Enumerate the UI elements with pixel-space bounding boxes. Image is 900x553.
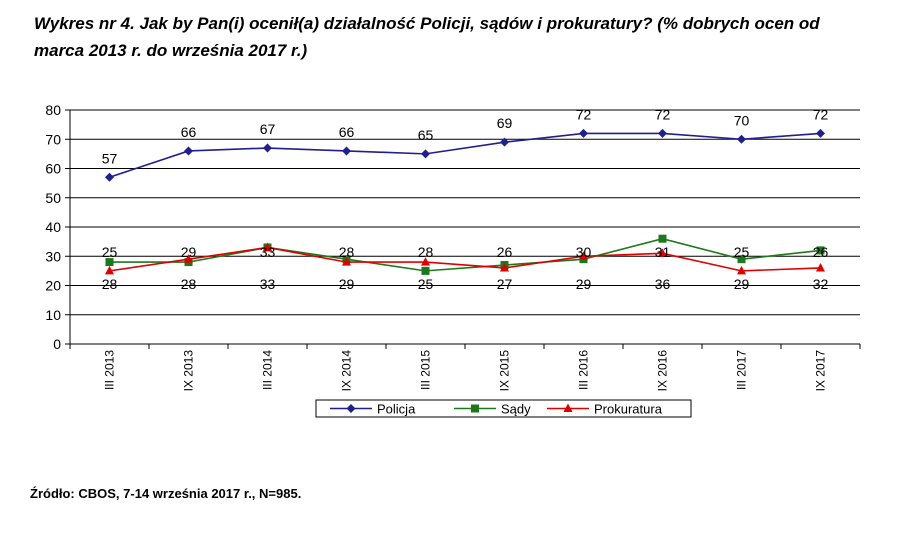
- data-label-upper: 25: [734, 244, 750, 260]
- x-tick-label: IX 2017: [814, 350, 828, 392]
- marker-policja: [421, 149, 430, 159]
- x-tick-label: III 2013: [103, 350, 117, 390]
- legend-label: Sądy: [501, 402, 531, 417]
- x-tick-label: III 2017: [735, 350, 749, 390]
- data-label-policja: 66: [181, 124, 197, 140]
- data-label-upper: 26: [813, 244, 829, 260]
- x-tick-label: III 2016: [577, 350, 591, 390]
- data-label-lower: 29: [734, 276, 750, 292]
- data-label-upper: 31: [655, 244, 671, 260]
- x-tick-label: III 2015: [419, 350, 433, 390]
- data-label-policja: 57: [102, 150, 118, 166]
- marker-policja: [184, 146, 193, 156]
- marker-policja: [263, 143, 272, 153]
- marker-policja: [658, 128, 667, 138]
- data-label-lower: 29: [576, 276, 592, 292]
- marker-policja: [342, 146, 351, 156]
- marker-policja: [737, 134, 746, 144]
- marker-prokuratura: [816, 262, 825, 272]
- data-label-policja: 72: [655, 106, 671, 122]
- marker-policja: [105, 172, 114, 182]
- y-tick-label: 10: [45, 307, 61, 323]
- marker-sądy: [737, 255, 746, 264]
- marker-prokuratura: [421, 257, 430, 266]
- marker-prokuratura: [342, 257, 351, 266]
- data-label-lower: 29: [339, 276, 355, 292]
- y-tick-label: 70: [45, 131, 61, 147]
- data-label-lower: 32: [813, 276, 829, 292]
- data-label-lower: 28: [102, 276, 118, 292]
- data-label-lower: 28: [181, 276, 197, 292]
- marker-prokuratura: [263, 242, 272, 251]
- data-label-lower: 27: [497, 276, 513, 292]
- marker-policja: [816, 128, 825, 138]
- legend-label: Prokuratura: [594, 402, 663, 417]
- data-label-upper: 29: [181, 244, 197, 260]
- marker-prokuratura: [579, 251, 588, 260]
- marker-policja: [579, 128, 588, 138]
- source-note: Źródło: CBOS, 7-14 września 2017 r., N=9…: [30, 486, 302, 501]
- marker-policja: [500, 137, 509, 147]
- data-label-upper: 25: [102, 244, 118, 260]
- y-tick-label: 80: [45, 102, 61, 118]
- data-label-policja: 69: [497, 115, 513, 131]
- data-label-upper: 30: [576, 244, 592, 260]
- marker-prokuratura: [184, 254, 193, 263]
- series-line-policja: [109, 132, 821, 179]
- x-tick-label: IX 2015: [498, 350, 512, 392]
- series-line-prokuratura: [109, 246, 821, 272]
- y-tick-label: 60: [45, 161, 61, 177]
- y-tick-label: 0: [53, 336, 61, 352]
- data-label-policja: 70: [734, 112, 750, 128]
- data-label-upper: 26: [497, 244, 513, 260]
- legend-marker: [471, 404, 479, 413]
- marker-sądy: [816, 246, 825, 255]
- marker-prokuratura: [737, 265, 746, 275]
- marker-sądy: [105, 258, 114, 267]
- marker-prokuratura: [500, 262, 509, 272]
- legend: [315, 399, 692, 418]
- data-label-policja: 66: [339, 124, 355, 140]
- x-tick-label: IX 2016: [656, 350, 670, 392]
- y-tick-label: 40: [45, 219, 61, 235]
- data-label-policja: 67: [260, 121, 276, 137]
- legend-marker: [346, 404, 356, 413]
- data-label-lower: 33: [260, 276, 276, 292]
- y-tick-label: 50: [45, 190, 61, 206]
- chart-title: Wykres nr 4. Jak by Pan(i) ocenił(a) dzi…: [34, 14, 820, 60]
- data-label-policja: 72: [813, 106, 829, 122]
- x-tick-label: III 2014: [261, 350, 275, 390]
- legend-marker: [563, 403, 573, 412]
- data-label-policja: 72: [576, 106, 592, 122]
- marker-sądy: [421, 266, 430, 275]
- data-label-upper: 28: [339, 244, 355, 260]
- y-tick-label: 20: [45, 278, 61, 294]
- data-label-lower: 25: [418, 276, 434, 292]
- legend-label: Policja: [377, 402, 416, 417]
- marker-prokuratura: [105, 265, 114, 275]
- marker-sądy: [658, 234, 667, 243]
- y-tick-label: 30: [45, 248, 61, 264]
- data-label-lower: 36: [655, 276, 671, 292]
- marker-prokuratura: [658, 248, 667, 257]
- data-label-policja: 65: [418, 127, 434, 143]
- data-label-upper: 33: [260, 244, 276, 260]
- data-label-upper: 28: [418, 244, 434, 260]
- series-line-sądy: [109, 237, 821, 272]
- x-tick-label: IX 2014: [340, 350, 354, 392]
- x-tick-label: IX 2013: [182, 350, 196, 392]
